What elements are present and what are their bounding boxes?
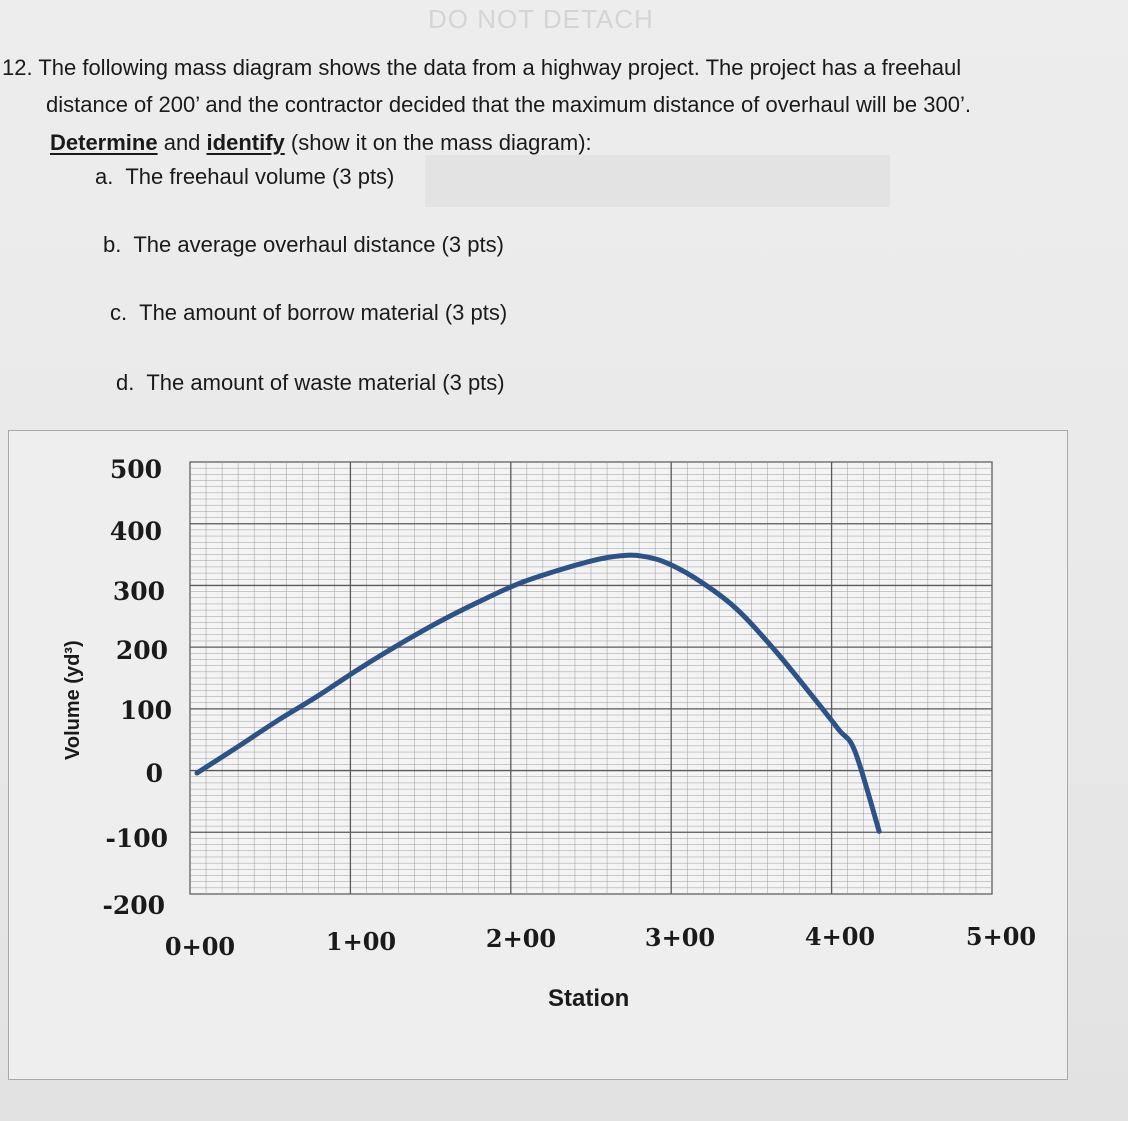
y-axis-label-wrap: Volume (yd³) bbox=[62, 640, 92, 920]
question-line-1-text: The following mass diagram shows the dat… bbox=[38, 55, 962, 80]
part-d: d. The amount of waste material (3 pts) bbox=[116, 370, 505, 396]
part-d-letter: d. bbox=[116, 370, 135, 395]
part-a-letter: a. bbox=[95, 164, 114, 189]
y-tick-label: 200 bbox=[116, 636, 168, 665]
mass-curve-line bbox=[194, 552, 882, 834]
y-tick-label: 300 bbox=[113, 577, 165, 606]
y-tick-label: -100 bbox=[105, 824, 168, 853]
part-b-text: The average overhaul distance (3 pts) bbox=[133, 232, 504, 257]
x-axis-label: Station bbox=[548, 985, 630, 1012]
part-b-letter: b. bbox=[103, 232, 122, 257]
part-b: b. The average overhaul distance (3 pts) bbox=[103, 232, 504, 258]
question-line-3: Determine and identify (show it on the m… bbox=[50, 130, 592, 156]
x-tick-label: 3+00 bbox=[645, 923, 715, 952]
part-a: a. The freehaul volume (3 pts) bbox=[95, 164, 394, 190]
x-tick-label: 1+00 bbox=[326, 927, 396, 956]
x-tick-label: 5+00 bbox=[966, 922, 1036, 951]
x-tick-label: 0+00 bbox=[165, 932, 235, 961]
question-line-3-text: (show it on the mass diagram): bbox=[284, 130, 592, 155]
y-tick-label: -200 bbox=[102, 891, 165, 920]
part-a-text: The freehaul volume (3 pts) bbox=[125, 164, 395, 189]
question-number: 12. bbox=[2, 55, 33, 80]
determine-word: Determine bbox=[50, 130, 158, 155]
part-d-text: The amount of waste material (3 pts) bbox=[146, 370, 505, 395]
y-tick-label: 400 bbox=[110, 517, 162, 546]
y-tick-label: 0 bbox=[146, 759, 163, 788]
y-tick-label: 100 bbox=[120, 696, 172, 725]
watermark-text: DO NOT DETACH bbox=[428, 4, 654, 34]
part-c-text: The amount of borrow material (3 pts) bbox=[139, 300, 508, 325]
y-axis-label: Volume (yd³) bbox=[62, 640, 84, 760]
question-line-1: 12. The following mass diagram shows the… bbox=[2, 55, 961, 81]
x-tick-label: 2+00 bbox=[486, 924, 556, 953]
question-block: 12. The following mass diagram shows the… bbox=[0, 0, 1128, 420]
and-word: and bbox=[157, 130, 207, 155]
part-c-letter: c. bbox=[110, 300, 128, 325]
identify-word: identify bbox=[206, 130, 285, 155]
question-line-2: distance of 200’ and the contractor deci… bbox=[46, 92, 971, 117]
y-tick-label: 500 bbox=[110, 455, 162, 484]
background-panel bbox=[425, 155, 890, 207]
x-tick-label: 4+00 bbox=[805, 922, 875, 951]
part-c: c. The amount of borrow material (3 pts) bbox=[110, 300, 507, 326]
